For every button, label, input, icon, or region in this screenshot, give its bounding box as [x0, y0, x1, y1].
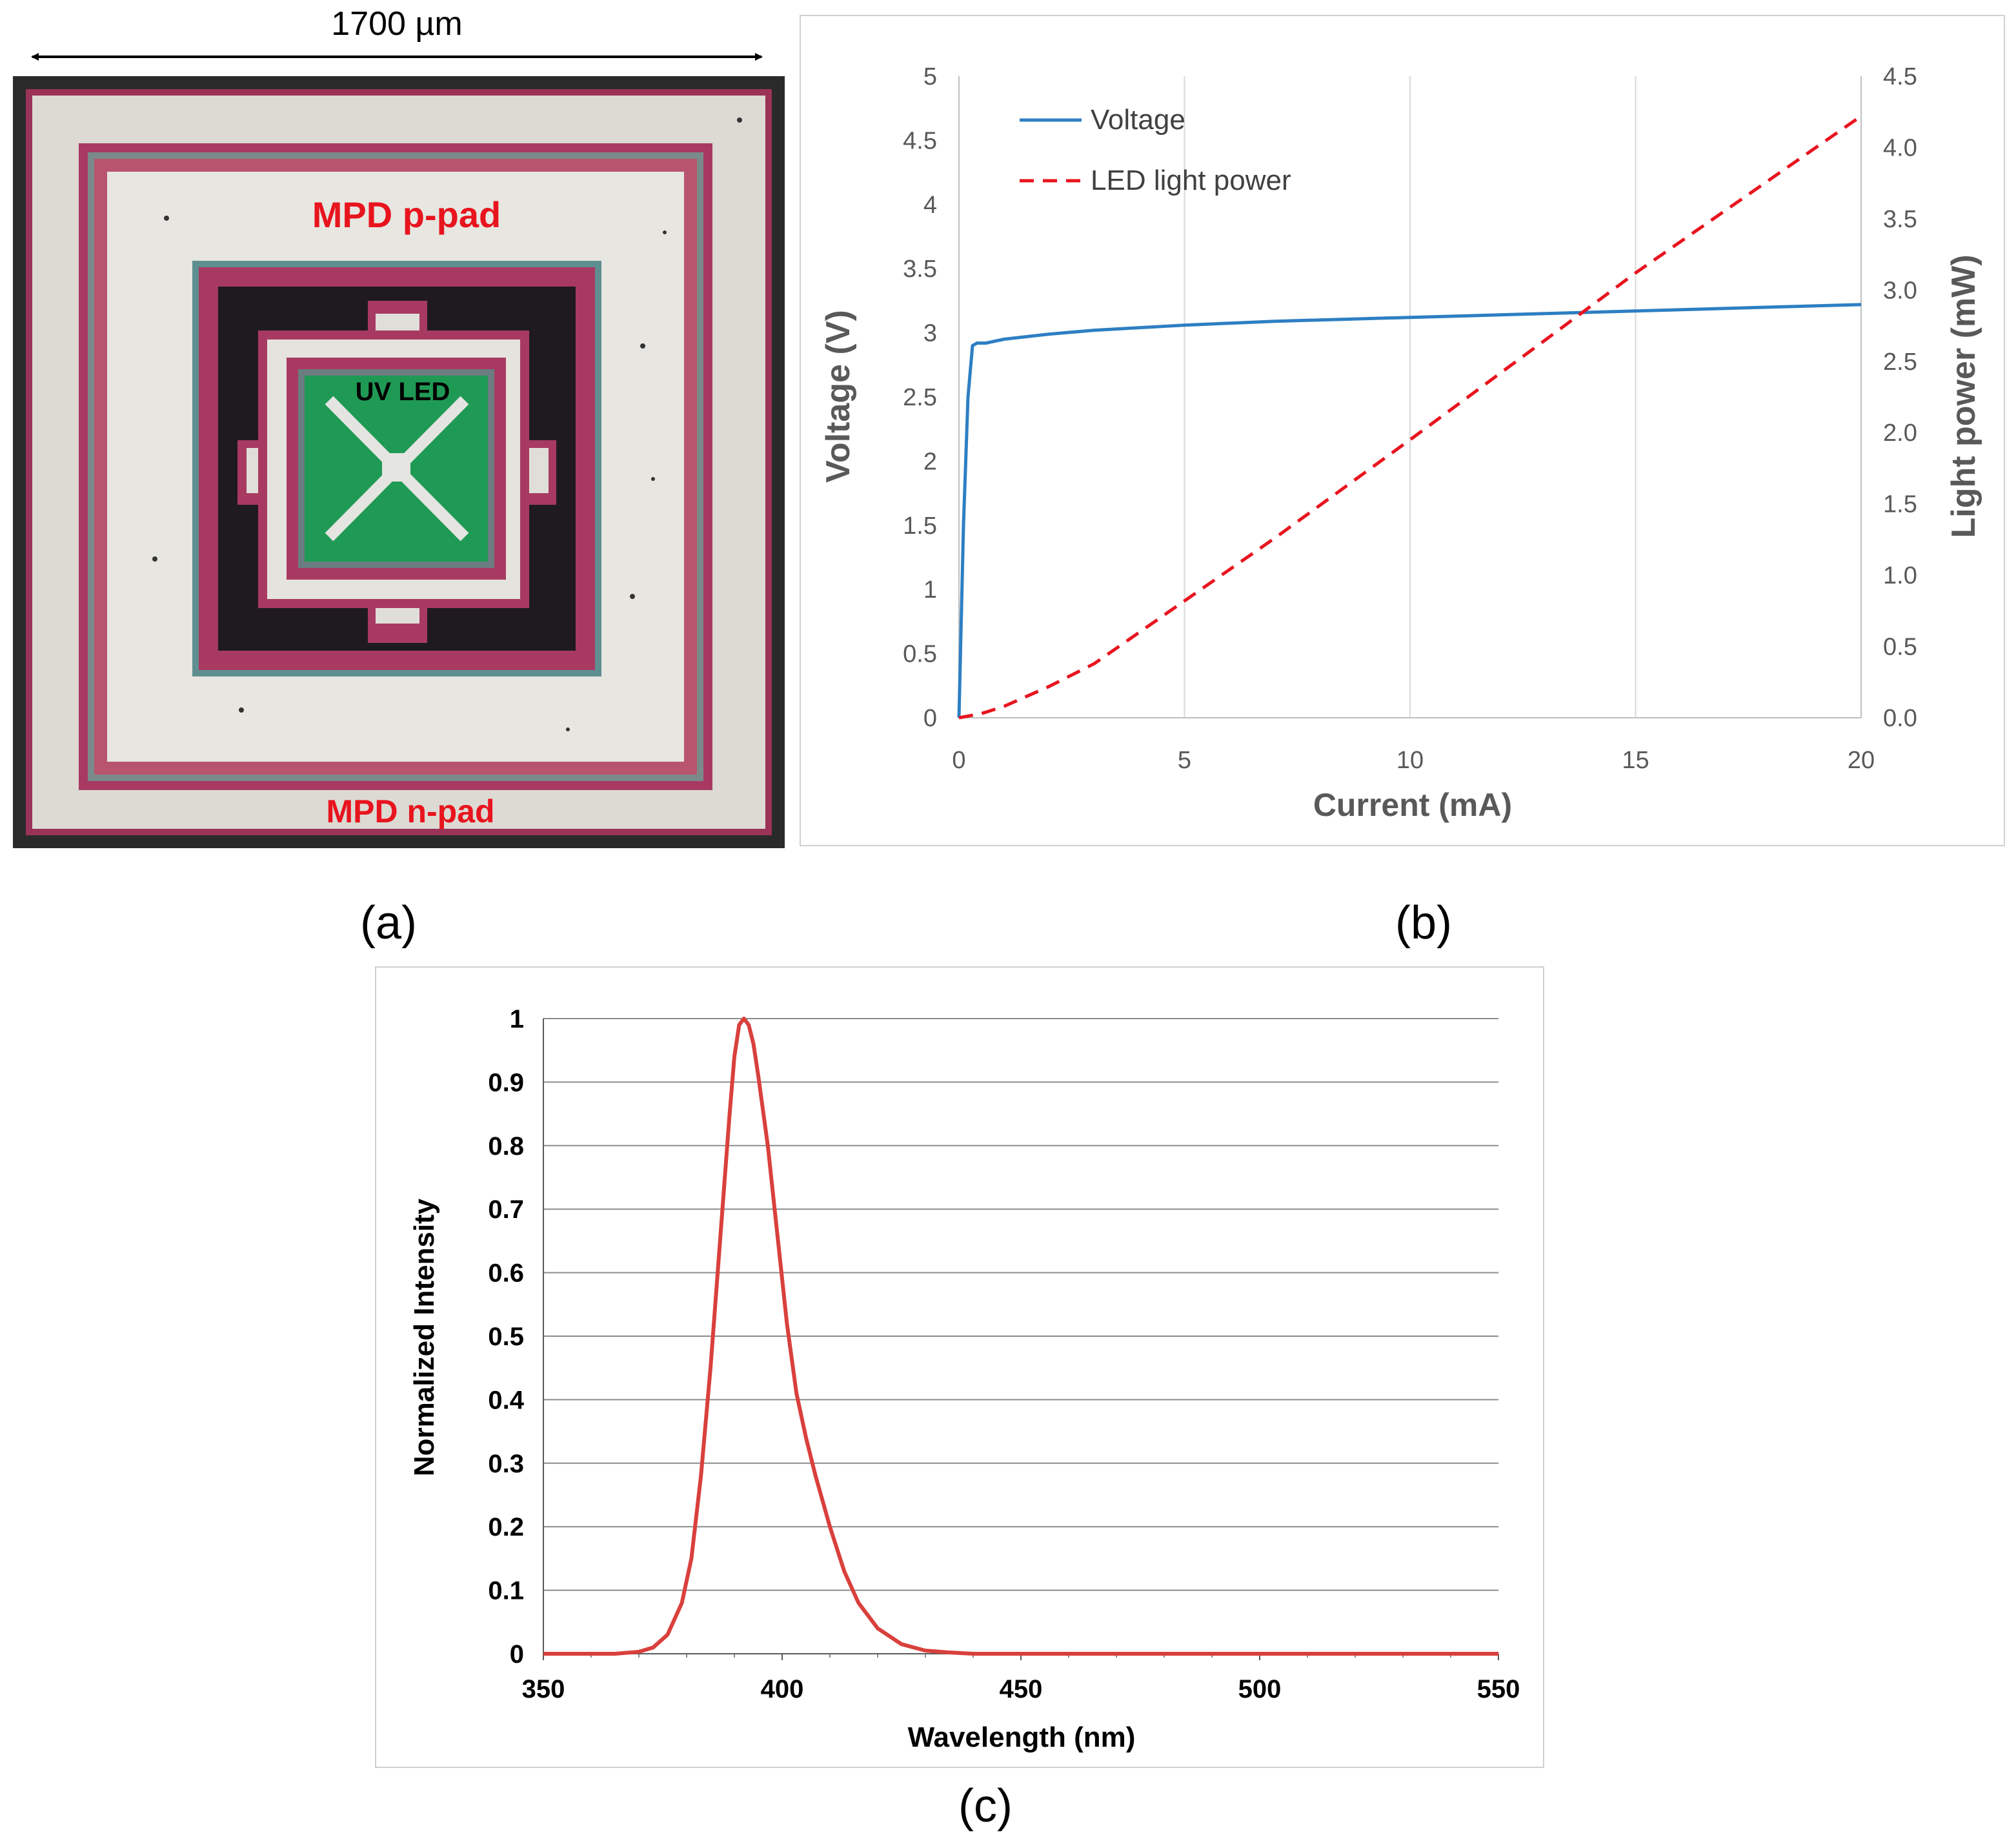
- y2-tick-label: 4.0: [1883, 134, 1917, 161]
- scale-label: 1700 µm: [331, 5, 462, 43]
- y-tick-label: 3.5: [903, 256, 937, 283]
- y-tick-label: 0.4: [488, 1386, 524, 1414]
- axes: [958, 76, 1862, 718]
- y-tick-label: 0: [510, 1640, 524, 1669]
- x-axis-label: Wavelength (nm): [908, 1722, 1136, 1753]
- y2-tick-label: 0.5: [1883, 634, 1917, 661]
- x-tick-label: 5: [1178, 747, 1191, 774]
- y2-tick-label: 0.0: [1883, 705, 1917, 732]
- y-tick-label: 1: [510, 1005, 524, 1033]
- y-tick-label: 2.5: [903, 384, 937, 411]
- y-tick-label: 0.1: [488, 1577, 524, 1605]
- x-tick-label: 400: [761, 1675, 804, 1703]
- y2-tick-label: 2.5: [1883, 349, 1917, 376]
- y-tick-label: 0: [923, 705, 937, 732]
- x-tick-label: 500: [1238, 1675, 1282, 1703]
- spectrum-chart: 0 0.1 0.2 0.3 0.4 0.5 0.6 0.7 0.8 0.9 1 350 400 450 50…: [375, 966, 1544, 1768]
- chip-micrograph: 1700 µm: [13, 5, 785, 848]
- y-tick-label: 0.6: [488, 1259, 524, 1288]
- caption-a: (a): [360, 897, 417, 949]
- y-tick-label: 0.5: [488, 1323, 524, 1351]
- y-tick-label: 5: [923, 63, 937, 90]
- x-tick-label: 550: [1477, 1675, 1520, 1703]
- y2-tick-label: 3.0: [1883, 277, 1917, 304]
- y-tick-label: 0.9: [488, 1068, 524, 1097]
- legend-label: LED light power: [1091, 165, 1291, 196]
- y-tick-label: 0.7: [488, 1195, 524, 1224]
- y-tick-label: 2: [923, 448, 937, 475]
- iv-chart: 0 5 10 15 20 0 0.5 1 1.5 2 2.5 3 3.5 4 4.5 5 0.0 0.5 1.0 1.…: [800, 15, 2005, 846]
- y-tick-label: 4.5: [903, 127, 937, 154]
- x-tick-label: 350: [522, 1675, 565, 1703]
- series-line-2: [958, 114, 1862, 720]
- y-tick-label: 1: [923, 576, 937, 604]
- caption-c: (c): [958, 1780, 1013, 1832]
- x-tick-label: 20: [1848, 747, 1875, 774]
- y2-tick-label: 1.0: [1883, 562, 1917, 589]
- caption-b: (b): [1395, 897, 1452, 949]
- y-tick-label: 4: [923, 192, 937, 219]
- tick-labels: 0 0.1 0.2 0.3 0.4 0.5 0.6 0.7 0.8 0.9 1 350 400 450 50…: [488, 1005, 1520, 1703]
- y-tick-label: 3: [923, 320, 937, 347]
- series-line-1: [957, 303, 1862, 718]
- x-tick-label: 0: [952, 747, 965, 774]
- chart-frame: [800, 15, 2005, 846]
- x-tick-label: 450: [1000, 1675, 1043, 1703]
- y-tick-label: 1.5: [903, 513, 937, 540]
- y-tick-label: 0.3: [488, 1450, 524, 1478]
- series-lines: [543, 1017, 1498, 1656]
- y2-tick-label: 3.5: [1883, 206, 1917, 233]
- spectrum-line: [543, 1017, 1498, 1656]
- y2-tick-label: 1.5: [1883, 491, 1917, 518]
- y2-tick-label: 4.5: [1883, 63, 1917, 90]
- chart-frame: [375, 966, 1544, 1768]
- n-pad-label: MPD n-pad: [326, 793, 494, 829]
- tick-labels: 0 5 10 15 20 0 0.5 1 1.5 2 2.5 3 3.5 4 4.5 5 0.0 0.5 1.0 1.…: [903, 63, 1917, 774]
- y2-axis-label: Light power (mW): [1945, 254, 1982, 538]
- y-axis-label: Normalized Intensity: [408, 1198, 440, 1476]
- y-tick-label: 0.5: [903, 641, 937, 668]
- y-tick-label: 0.2: [488, 1513, 524, 1541]
- led-label: UV LED: [356, 378, 450, 406]
- surface-specks: [152, 117, 742, 731]
- x-axis-label: Current (mA): [1313, 787, 1512, 823]
- legend: Voltage LED light power: [1020, 104, 1291, 196]
- y-tick-label: 0.8: [488, 1132, 524, 1161]
- x-tick-label: 10: [1396, 747, 1424, 774]
- y2-tick-label: 2.0: [1883, 420, 1917, 447]
- legend-label: Voltage: [1091, 104, 1185, 136]
- grid-lines: [543, 1018, 1498, 1591]
- y-axis-label: Voltage (V): [820, 310, 857, 483]
- series-lines: [957, 114, 1862, 720]
- x-tick-label: 15: [1622, 747, 1649, 774]
- p-pad-label: MPD p-pad: [312, 194, 501, 235]
